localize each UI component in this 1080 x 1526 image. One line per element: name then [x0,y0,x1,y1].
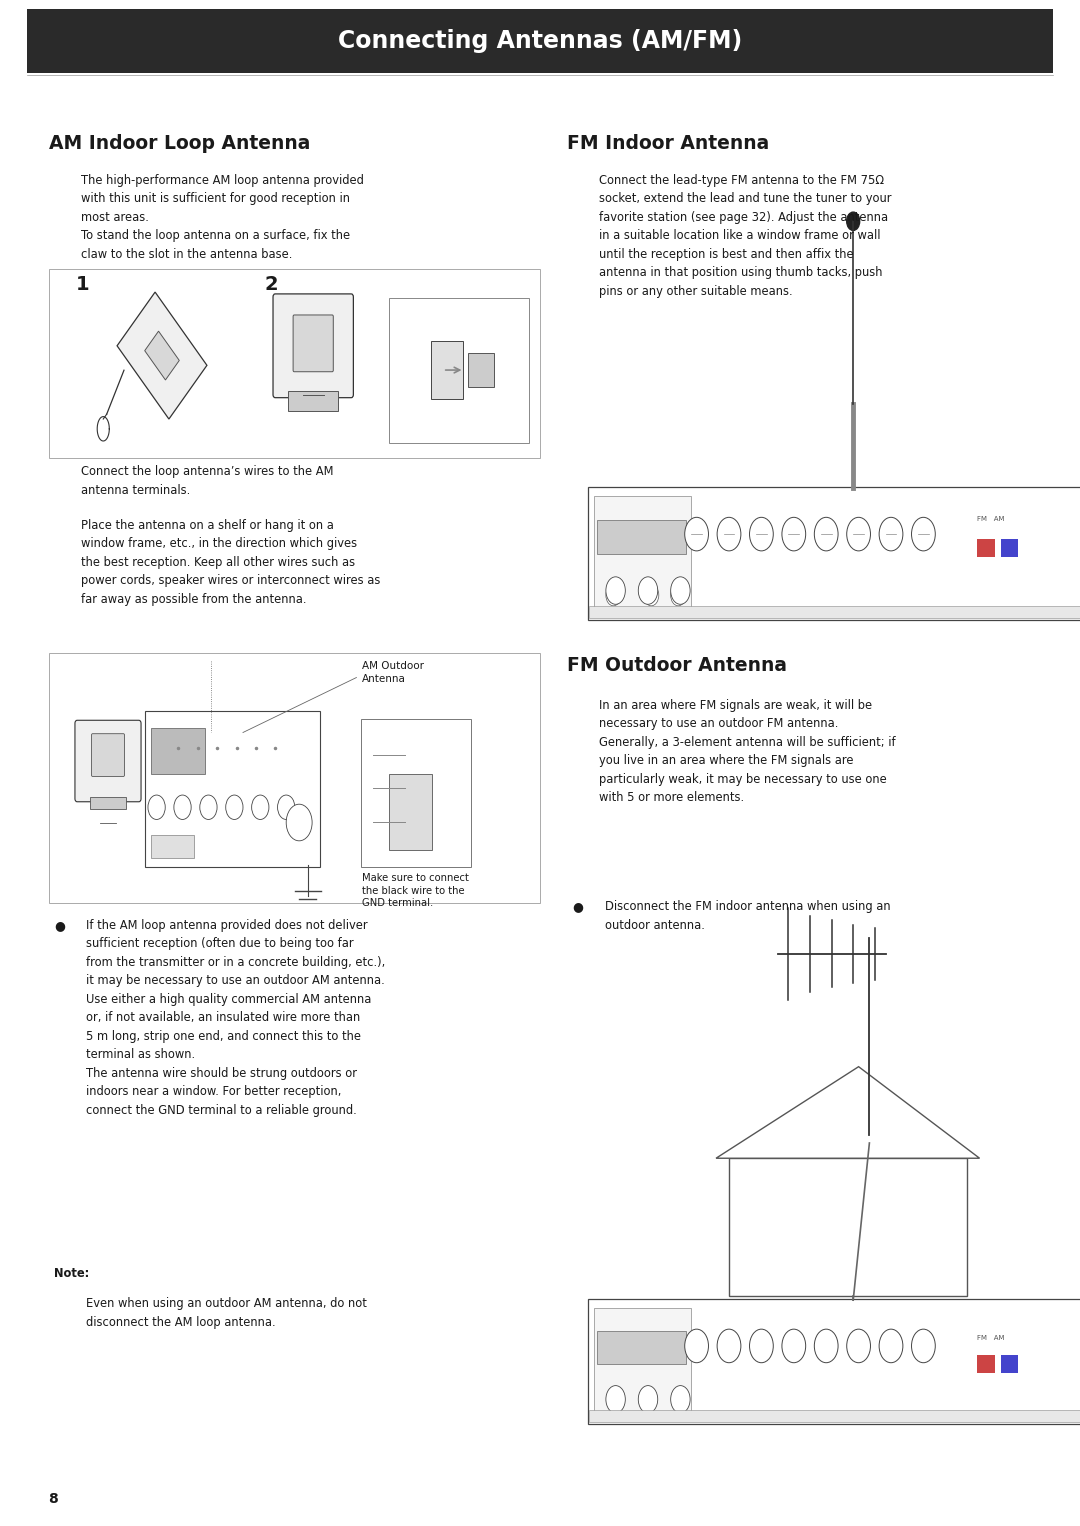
FancyBboxPatch shape [92,734,124,777]
Circle shape [286,804,312,841]
FancyBboxPatch shape [589,1410,1080,1422]
FancyBboxPatch shape [288,391,338,410]
Circle shape [606,577,625,604]
Text: Note:: Note: [54,1267,90,1280]
Text: AM Outdoor
Antenna: AM Outdoor Antenna [362,661,423,684]
Circle shape [847,1329,870,1363]
Polygon shape [117,291,207,420]
Circle shape [671,1386,690,1413]
Circle shape [278,795,295,819]
FancyBboxPatch shape [90,797,126,809]
Circle shape [847,517,870,551]
FancyBboxPatch shape [1001,539,1018,557]
FancyBboxPatch shape [588,487,1080,620]
Text: Even when using an outdoor AM antenna, do not
disconnect the AM loop antenna.: Even when using an outdoor AM antenna, d… [86,1297,367,1329]
FancyBboxPatch shape [293,314,334,372]
FancyBboxPatch shape [589,606,1080,618]
Circle shape [252,795,269,819]
Circle shape [912,517,935,551]
Circle shape [148,795,165,819]
Circle shape [644,584,659,606]
Circle shape [814,1329,838,1363]
Polygon shape [716,1067,980,1158]
Circle shape [717,1329,741,1363]
Circle shape [606,1386,625,1413]
FancyBboxPatch shape [145,711,320,867]
Circle shape [782,517,806,551]
Text: Connect the loop antenna’s wires to the AM
antenna terminals.: Connect the loop antenna’s wires to the … [81,465,334,497]
FancyBboxPatch shape [977,539,995,557]
Text: FM Indoor Antenna: FM Indoor Antenna [567,134,769,153]
Circle shape [226,795,243,819]
Circle shape [750,1329,773,1363]
FancyBboxPatch shape [361,719,471,867]
Circle shape [685,517,708,551]
Circle shape [847,212,860,230]
Circle shape [671,577,690,604]
FancyBboxPatch shape [49,653,540,903]
Circle shape [912,1329,935,1363]
Circle shape [879,517,903,551]
Circle shape [606,584,621,606]
Text: Connecting Antennas (AM/FM): Connecting Antennas (AM/FM) [338,29,742,53]
Text: Make sure to connect
the black wire to the
GND terminal.: Make sure to connect the black wire to t… [362,873,469,908]
Polygon shape [145,331,179,380]
Text: FM   AM: FM AM [977,1335,1004,1341]
FancyBboxPatch shape [588,1299,1080,1424]
Text: ●: ● [572,900,583,914]
Text: AM Indoor Loop Antenna: AM Indoor Loop Antenna [49,134,310,153]
FancyBboxPatch shape [729,1158,967,1296]
Text: The high-performance AM loop antenna provided
with this unit is sufficient for g: The high-performance AM loop antenna pro… [81,174,364,261]
FancyBboxPatch shape [75,720,141,801]
FancyBboxPatch shape [27,9,1053,73]
Circle shape [814,517,838,551]
FancyBboxPatch shape [151,835,194,858]
FancyBboxPatch shape [389,298,529,443]
Circle shape [717,517,741,551]
FancyBboxPatch shape [594,496,691,610]
Text: 1: 1 [76,275,90,293]
Circle shape [685,1329,708,1363]
Circle shape [782,1329,806,1363]
Circle shape [879,1329,903,1363]
FancyBboxPatch shape [597,520,686,554]
Text: 2: 2 [265,275,279,293]
Text: FM   AM: FM AM [977,516,1004,522]
Text: Place the antenna on a shelf or hang it on a
window frame, etc., in the directio: Place the antenna on a shelf or hang it … [81,519,380,606]
FancyBboxPatch shape [1001,1355,1018,1373]
Text: Disconnect the FM indoor antenna when using an
outdoor antenna.: Disconnect the FM indoor antenna when us… [605,900,890,932]
Text: FM Outdoor Antenna: FM Outdoor Antenna [567,656,787,674]
FancyBboxPatch shape [49,269,540,458]
Circle shape [200,795,217,819]
FancyBboxPatch shape [468,354,494,388]
FancyBboxPatch shape [977,1355,995,1373]
Text: If the AM loop antenna provided does not deliver
sufficient reception (often due: If the AM loop antenna provided does not… [86,919,386,1117]
FancyBboxPatch shape [151,728,205,774]
FancyBboxPatch shape [273,295,353,398]
Text: ●: ● [54,919,65,932]
Text: 8: 8 [49,1492,58,1506]
FancyBboxPatch shape [594,1308,691,1415]
Circle shape [638,1386,658,1413]
Text: In an area where FM signals are weak, it will be
necessary to use an outdoor FM : In an area where FM signals are weak, it… [599,699,896,804]
Text: Connect the lead-type FM antenna to the FM 75Ω
socket, extend the lead and tune : Connect the lead-type FM antenna to the … [599,174,892,298]
Circle shape [638,577,658,604]
Circle shape [174,795,191,819]
FancyBboxPatch shape [431,342,463,400]
Circle shape [750,517,773,551]
FancyBboxPatch shape [389,774,432,850]
FancyBboxPatch shape [597,1331,686,1364]
Circle shape [671,584,686,606]
